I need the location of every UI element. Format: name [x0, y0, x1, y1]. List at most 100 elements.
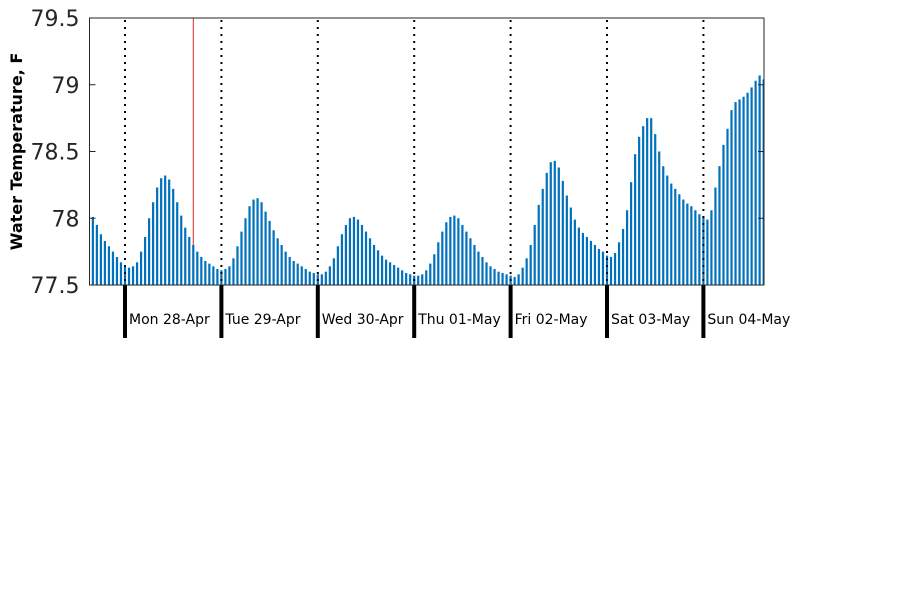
x-axis-day-labels: Mon 28-Apr Tue 29-Apr Wed 30-Apr Thu 01-May… [129, 312, 790, 328]
temperature-bar [417, 275, 420, 285]
temperature-bar [409, 274, 412, 285]
day-label: Mon 28-Apr [129, 312, 210, 328]
temperature-bar [505, 274, 508, 285]
temperature-bar [115, 256, 119, 285]
temperature-bar [674, 188, 677, 285]
temperature-bar [164, 175, 167, 285]
temperature-bar [593, 244, 597, 285]
temperature-bar [441, 231, 444, 285]
temperature-bar [666, 175, 669, 285]
day-label: Sat 03-May [611, 312, 690, 328]
temperature-bar [497, 271, 500, 285]
temperature-bar [248, 206, 251, 285]
temperature-bar [300, 266, 303, 285]
temperature-bar [200, 256, 203, 285]
temperature-bar [678, 194, 681, 285]
temperature-bar [389, 262, 392, 285]
temperature-bar [336, 246, 339, 285]
temperature-bar [240, 231, 243, 285]
temperature-bar [613, 252, 617, 285]
temperature-bar [429, 263, 432, 285]
temperature-bar [228, 266, 231, 285]
temperature-bar [180, 215, 183, 285]
temperature-bar [401, 270, 404, 285]
temperature-bar [473, 244, 476, 285]
temperature-bar [714, 187, 717, 285]
temperature-bar [654, 134, 657, 285]
temperature-bar [597, 248, 601, 285]
temperature-bar [738, 99, 741, 286]
temperature-bar [176, 202, 179, 285]
temperature-bar [256, 198, 259, 285]
temperature-bar [453, 215, 456, 285]
temperature-bar [160, 178, 163, 285]
temperature-bar [501, 272, 504, 285]
temperature-bar [212, 266, 215, 285]
temperature-bar [320, 274, 323, 285]
temperature-bar [682, 199, 685, 285]
temperature-bar [380, 255, 384, 285]
temperature-bar [698, 214, 701, 285]
temperature-bar [529, 244, 532, 285]
temperature-bar [393, 264, 396, 285]
temperature-bar [348, 218, 352, 285]
temperature-bar [541, 188, 544, 285]
temperature-bar [694, 210, 697, 285]
temperature-bar [642, 126, 645, 285]
temperature-bar [630, 182, 633, 285]
temperature-bar [384, 259, 388, 285]
temperature-bar [577, 227, 580, 285]
temperature-bar [196, 251, 199, 286]
temperature-bar [537, 204, 540, 285]
temperature-bar [754, 80, 757, 286]
temperature-bar [139, 251, 143, 286]
temperature-bar [296, 263, 299, 285]
temperature-bar [135, 262, 139, 285]
temperature-bar [553, 160, 556, 285]
temperature-bar [168, 179, 171, 285]
temperature-bar [232, 258, 235, 285]
temperature-bar [244, 218, 247, 285]
temperature-bar [111, 251, 115, 286]
y-axis-ticks: 77.5 78 78.5 79 79.5 [31, 7, 764, 299]
temperature-bar [445, 222, 448, 285]
temperature-bar [352, 216, 356, 285]
temperature-bar [493, 268, 496, 285]
temperature-bar [156, 187, 159, 285]
temperature-bar [734, 102, 737, 285]
temperature-bar [119, 262, 123, 285]
temperature-bar [264, 211, 267, 285]
y-tick-label: 78 [52, 207, 80, 232]
temperature-bar [477, 251, 480, 286]
temperature-bar [276, 238, 279, 285]
temperature-bar [726, 128, 729, 285]
temperature-bar [340, 234, 344, 285]
temperature-bar [421, 274, 424, 285]
temperature-bar [609, 256, 613, 285]
temperature-bar [585, 236, 589, 285]
temperature-bar [746, 92, 749, 285]
bars-group [91, 75, 764, 286]
temperature-bar [308, 271, 311, 285]
temperature-bar [461, 224, 464, 285]
temperature-bar [288, 256, 291, 285]
temperature-bar [742, 96, 745, 286]
temperature-bar [123, 266, 127, 285]
temperature-bar [437, 242, 440, 285]
temperature-bar [127, 267, 131, 285]
temperature-bar [208, 263, 211, 285]
temperature-bar [324, 271, 327, 285]
temperature-bar [397, 267, 400, 285]
temperature-bar [517, 274, 520, 285]
temperature-bar [184, 227, 187, 285]
temperature-bar [662, 166, 665, 285]
temperature-bar [103, 240, 107, 285]
temperature-bar [690, 206, 693, 285]
temperature-bar [360, 224, 364, 285]
y-tick-label: 77.5 [31, 274, 80, 299]
temperature-bar [758, 75, 761, 285]
temperature-bar [364, 231, 368, 285]
temperature-bar [356, 219, 360, 285]
temperature-bar [750, 87, 753, 285]
